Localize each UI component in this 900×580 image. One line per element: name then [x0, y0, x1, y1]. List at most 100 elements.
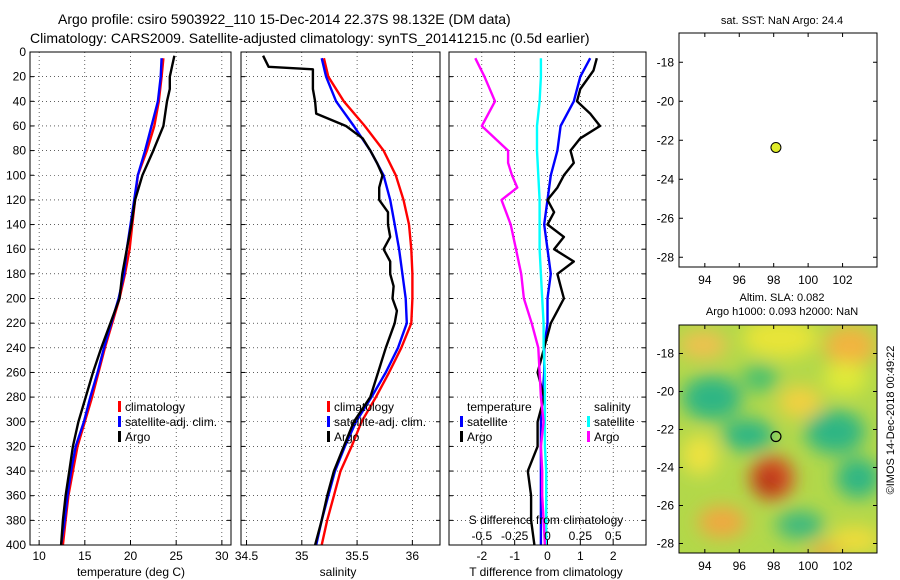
map-x-tick-label: 96	[733, 559, 747, 573]
map-x-tick-label: 96	[733, 273, 747, 287]
legend-swatch-satellite	[327, 416, 330, 427]
map-y-tick-label: -20	[657, 385, 675, 399]
map-y-tick-label: -28	[657, 537, 675, 551]
depth-tick-label: 20	[13, 70, 27, 84]
depth-tick-label: 360	[6, 489, 26, 503]
map-y-tick-label: -28	[657, 250, 675, 264]
depth-tick-label: 40	[13, 94, 27, 108]
map-y-tick-label: -20	[657, 94, 675, 108]
depth-tick-label: 0	[19, 45, 26, 59]
map-x-tick-label: 94	[698, 559, 712, 573]
argo-float-point	[770, 141, 782, 153]
difference-x-axis: -2 -1 0 1 2	[476, 540, 617, 563]
sla-blob	[776, 511, 824, 539]
salinity-frame	[240, 51, 441, 546]
sla-map-title-line2: Argo h1000: 0.093 h2000: NaN	[706, 306, 858, 318]
sst-map-frame	[678, 32, 878, 268]
x-tick-label: 34.5	[235, 549, 259, 563]
difference-panel: -2 -1 0 1 2 S difference from climatology -0…	[448, 51, 647, 579]
depth-tick-label: 220	[6, 316, 26, 330]
legend-swatch-t-satellite	[460, 416, 463, 427]
sla-blob	[823, 362, 867, 394]
series-line-climatology	[320, 57, 414, 546]
argo-float-point	[770, 430, 782, 443]
x-tick-label: 30	[215, 549, 229, 563]
x-tick-label: 10	[32, 549, 46, 563]
legend-label-s-satellite: satellite	[594, 415, 635, 429]
legend-swatch-argo	[327, 431, 330, 442]
difference-xlabel: T difference from climatology	[469, 565, 623, 579]
legend-swatch-satellite	[118, 416, 121, 427]
figure-title-line1: Argo profile: csiro 5903922_110 15-Dec-2…	[58, 11, 511, 27]
map-x-tick-label: 98	[767, 273, 781, 287]
x-tick-label: 15	[78, 549, 92, 563]
series-line-t-argo	[526, 57, 602, 546]
map-x-tick-label: 102	[833, 273, 853, 287]
sla-map-axes: 94 96 98 100 102 -18 -20 -22 -24 -26 -28	[657, 325, 877, 573]
legend-label-climatology: climatology	[125, 400, 185, 414]
sla-blob	[829, 526, 877, 553]
legend-label-t-satellite: satellite	[467, 415, 508, 429]
salinity-lines	[262, 55, 414, 546]
legend-swatch-s-satellite	[587, 416, 590, 427]
sla-blob	[778, 386, 822, 418]
series-line-satellite-adj-clim-	[59, 58, 163, 546]
depth-tick-label: 320	[6, 439, 26, 453]
series-line-s-satellite	[535, 58, 548, 545]
sla-blob	[682, 376, 742, 420]
depth-tick-label: 240	[6, 341, 26, 355]
difference-lines	[474, 57, 602, 546]
map-y-tick-label: -22	[657, 423, 675, 437]
sla-map-points	[770, 430, 782, 443]
legend-label-t-argo: Argo	[467, 430, 493, 444]
figure-title-line2: Climatology: CARS2009. Satellite-adjuste…	[30, 30, 590, 46]
depth-tick-label: 160	[6, 242, 26, 256]
sla-map-frame	[678, 324, 878, 554]
series-line-s-argo	[474, 57, 547, 546]
depth-tick-label: 380	[6, 513, 26, 527]
x-tick-label: 36	[406, 549, 420, 563]
map-y-tick-label: -24	[657, 461, 675, 475]
salinity-grid	[241, 51, 440, 546]
salinity-difference-ticks: -0.5 -0.25 0 0.25 0.5	[471, 529, 621, 543]
temperature-x-axis: 10 15 20 25 30	[32, 540, 229, 563]
sla-blob	[805, 410, 865, 454]
series-line-t-satellite	[539, 57, 592, 545]
legend-label-argo: Argo	[334, 430, 360, 444]
temperature-panel: 0 20 40 60 80 100 120 140 160 180 200 220 240 260 280 3…	[6, 45, 232, 579]
series-line-climatology	[61, 58, 165, 546]
temperature-lines	[59, 55, 176, 546]
s-tick-label: -0.5	[471, 529, 492, 543]
x-tick-label: -2	[476, 549, 487, 563]
x-tick-label: 1	[577, 549, 584, 563]
x-tick-label: 35	[295, 549, 309, 563]
map-y-tick-label: -18	[657, 55, 675, 69]
salinity-legend: climatology satellite-adj. clim. Argo	[327, 400, 426, 444]
legend-title-temperature: temperature	[467, 400, 532, 414]
sst-map-points	[770, 141, 782, 153]
sst-map-title: sat. SST: NaN Argo: 24.4	[721, 15, 843, 27]
legend-label-climatology: climatology	[334, 400, 394, 414]
sla-blob	[722, 419, 774, 451]
legend-label-argo: Argo	[125, 430, 151, 444]
s-tick-label: 0	[544, 529, 551, 543]
map-y-tick-label: -22	[657, 133, 675, 147]
temperature-legend: climatology satellite-adj. clim. Argo	[118, 400, 217, 444]
temperature-grid	[30, 51, 231, 546]
map-x-tick-label: 100	[798, 273, 818, 287]
sla-blob	[758, 472, 778, 492]
sla-blob	[809, 544, 841, 553]
salinity-xlabel: salinity	[320, 565, 357, 579]
sla-blob	[698, 506, 746, 538]
legend-swatch-climatology	[327, 401, 330, 412]
s-tick-label: 0.5	[605, 529, 622, 543]
map-x-tick-label: 94	[698, 273, 712, 287]
salinity-x-axis: 34.5 35 35.5 36	[235, 540, 420, 563]
depth-tick-label: 140	[6, 218, 26, 232]
sla-map-title-line1: Altim. SLA: 0.082	[740, 292, 825, 304]
sla-blob	[682, 435, 718, 475]
sla-blob	[742, 364, 778, 392]
sst-map-panel: sat. SST: NaN Argo: 24.4 94 96 98 100 102 -18…	[657, 15, 878, 287]
legend-swatch-t-argo	[460, 431, 463, 442]
